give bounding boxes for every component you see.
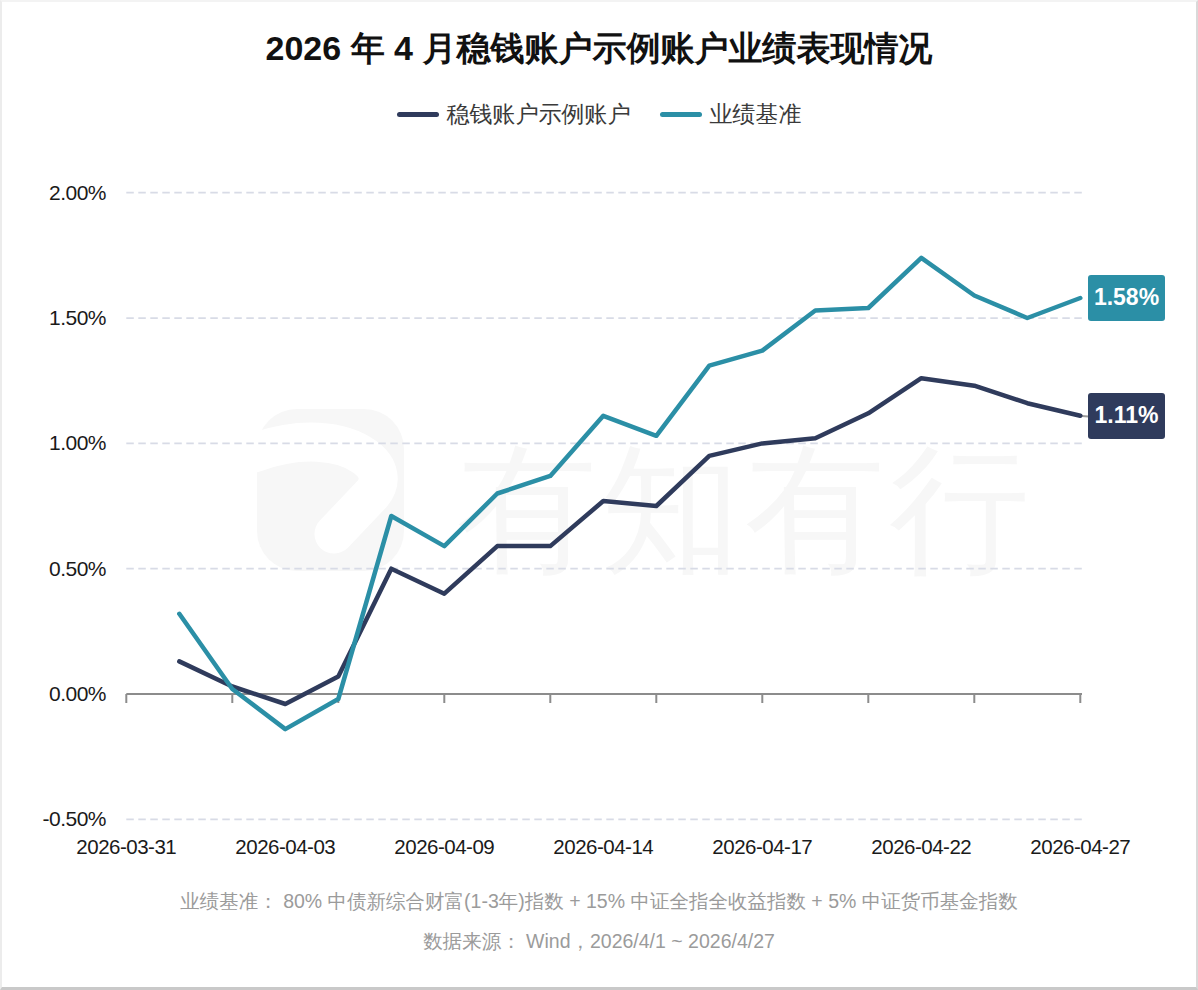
data-source-note: 数据来源： Wind，2026/4/1 ~ 2026/4/27 xyxy=(2,928,1196,955)
x-axis-label: 2026-04-14 xyxy=(553,835,653,858)
x-axis-label: 2026-04-17 xyxy=(712,835,812,858)
y-axis-label: 0.00% xyxy=(49,682,106,705)
x-axis-label: 2026-04-22 xyxy=(871,835,971,858)
line-chart: 有知有行 2.00% 1.50% 1.00% 0.50% 0.00% -0.50% 2026-… xyxy=(2,2,1198,990)
benchmark-formula-note: 业绩基准： 80% 中债新综合财富(1-3年)指数 + 15% 中证全指全收益指… xyxy=(2,888,1196,915)
benchmark-end-value-badge: 1.58% xyxy=(1088,275,1165,321)
watermark-text: 有知有行 xyxy=(457,431,1033,588)
x-axis-label: 2026-04-09 xyxy=(394,835,494,858)
y-axis-label: 2.00% xyxy=(49,181,106,204)
x-axis-label: 2026-04-27 xyxy=(1030,835,1130,858)
y-axis-label: 0.50% xyxy=(49,557,106,580)
y-axis-label: 1.00% xyxy=(49,431,106,454)
y-axis-label: 1.50% xyxy=(49,306,106,329)
account-end-value-badge: 1.11% xyxy=(1088,393,1165,439)
x-axis-label: 2026-03-31 xyxy=(76,835,176,858)
x-axis-label: 2026-04-03 xyxy=(235,835,335,858)
y-axis-label: -0.50% xyxy=(42,807,106,830)
performance-chart-page: 2026 年 4 月稳钱账户示例账户业绩表现情况 稳钱账户示例账户 业绩基准 有… xyxy=(0,0,1198,990)
